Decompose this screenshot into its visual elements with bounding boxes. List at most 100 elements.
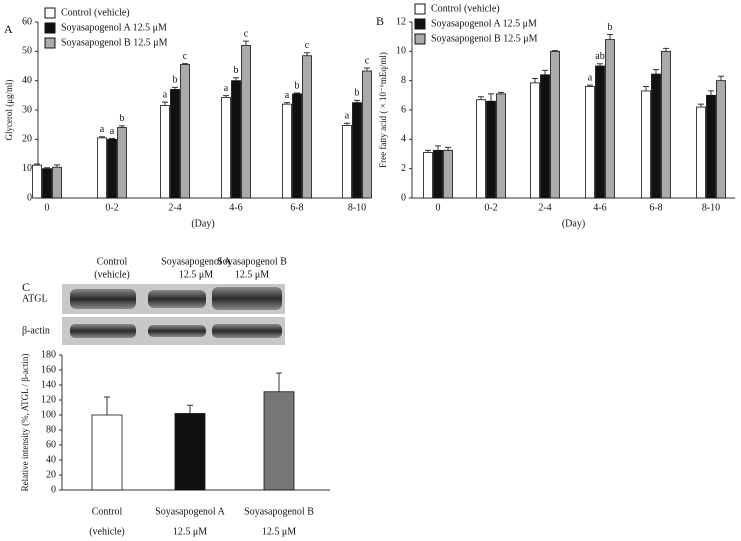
significance-letter: c [305, 40, 310, 51]
error-bar [542, 69, 548, 75]
blot-column-label: Soyasapogenol B [217, 256, 287, 267]
panel-label: A [4, 22, 13, 36]
error-bar [653, 69, 659, 75]
significance-letter: a [588, 72, 593, 83]
y-tick-label: 0 [51, 484, 56, 495]
bar [170, 89, 180, 199]
blot-band [70, 289, 136, 309]
error-bar [344, 122, 350, 126]
legend-label: Control (vehicle) [431, 3, 500, 14]
bar [221, 96, 231, 199]
y-tick-label: 80 [46, 424, 56, 435]
error-bar [354, 99, 360, 103]
bar [362, 70, 372, 199]
x-tick-label: 6-8 [290, 202, 303, 213]
blot-band [148, 290, 206, 308]
error-bar [597, 63, 603, 66]
error-bar [488, 93, 494, 102]
error-bar [304, 52, 310, 56]
legend-label: Soyasapogenol B 12.5 μM [61, 37, 168, 48]
blot-row-label: ATGL [22, 293, 48, 304]
y-tick-label: 2 [401, 163, 406, 174]
x-tick-label: 12.5 μM [262, 526, 296, 537]
bar [443, 149, 453, 199]
error-bar [532, 77, 538, 83]
significance-letter: a [224, 83, 229, 94]
bar [231, 80, 241, 199]
x-tick-label: 8-10 [702, 202, 720, 213]
significance-letter: a [163, 89, 168, 100]
y-tick-label: 40 [46, 454, 56, 465]
blot-column-label: (vehicle) [94, 269, 130, 280]
y-tick-label: 12 [396, 16, 406, 27]
bar [530, 82, 540, 199]
y-tick-label: 100 [41, 409, 56, 420]
y-tick-label: 60 [46, 439, 56, 450]
y-tick-label: 10 [396, 46, 406, 57]
bar [97, 137, 107, 199]
error-bar [223, 95, 229, 98]
y-tick-label: 180 [41, 349, 56, 360]
legend-swatch [44, 22, 56, 34]
blot-column-label: Soyasapogenol A [161, 256, 231, 267]
bar [540, 74, 550, 199]
significance-letter: ab [595, 51, 604, 62]
error-bar [54, 164, 60, 168]
y-tick-label: 30 [22, 104, 32, 115]
error-bar [718, 75, 724, 81]
bar [42, 168, 52, 199]
significance-letter: b [608, 22, 613, 33]
blot-row-label: β-actin [22, 325, 50, 336]
bar [661, 50, 671, 199]
error-bar [435, 145, 441, 151]
x-tick-label: 0-2 [105, 202, 118, 213]
y-axis-label: Glycerol (μg/ml) [4, 79, 14, 140]
blot-band [70, 324, 136, 338]
legend-swatch [414, 18, 426, 30]
x-tick-label: 6-8 [649, 202, 662, 213]
bar [696, 106, 706, 199]
error-bar [364, 67, 370, 71]
error-bar [698, 103, 704, 108]
x-tick-label: 2-4 [538, 202, 551, 213]
blot-band [212, 287, 282, 310]
x-tick-label: 0-2 [484, 202, 497, 213]
legend-swatch [414, 3, 426, 15]
bar [423, 152, 433, 199]
blot-column-label: 12.5 μM [235, 269, 269, 280]
significance-letter: b [120, 113, 125, 124]
y-tick-label: 6 [401, 104, 406, 115]
significance-letter: a [345, 110, 350, 121]
legend-label: Soyasapogenol A 12.5 μM [431, 18, 537, 29]
bar [107, 138, 117, 199]
error-bar [552, 50, 558, 52]
bar [160, 105, 170, 199]
error-bar [425, 149, 431, 153]
legend-label: Control (vehicle) [61, 7, 130, 18]
x-tick-label: 4-6 [593, 202, 606, 213]
x-axis-label: (Day) [191, 218, 214, 229]
x-tick-label: Soyasapogenol B [244, 506, 314, 517]
significance-letter: a [100, 124, 105, 135]
legend-label: Soyasapogenol A 12.5 μM [61, 22, 167, 33]
error-bar [607, 33, 613, 40]
x-tick-label: 0 [45, 202, 50, 213]
error-bar [587, 84, 593, 87]
bar [292, 93, 302, 199]
x-tick-label: Soyasapogenol A [155, 506, 225, 517]
bar [117, 127, 127, 199]
bar [302, 55, 312, 199]
bar [585, 86, 595, 199]
significance-letter: c [244, 28, 249, 39]
error-bar [172, 86, 178, 90]
bar [496, 93, 506, 199]
x-tick-label: 12.5 μM [173, 526, 207, 537]
panel-label: C [22, 280, 30, 294]
bar [595, 65, 605, 199]
x-tick-label: (vehicle) [89, 526, 125, 537]
error-bar [243, 40, 249, 46]
bar [180, 64, 190, 199]
y-tick-label: 0 [401, 192, 406, 203]
significance-letter: a [285, 90, 290, 101]
y-tick-label: 120 [41, 394, 56, 405]
